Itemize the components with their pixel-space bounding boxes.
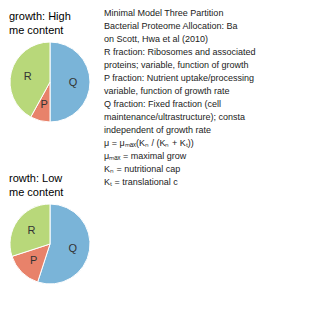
svg-text:me content: me content xyxy=(9,186,63,198)
svg-text:μₘₐₓ = maximal grow: μₘₐₓ = maximal grow xyxy=(104,151,187,161)
svg-text:Kₙ = nutritional cap: Kₙ = nutritional cap xyxy=(104,164,180,174)
svg-text:P: P xyxy=(30,254,37,266)
svg-text:Q fraction: Fixed fraction (ce: Q fraction: Fixed fraction (cell xyxy=(104,99,221,109)
svg-text:proteins; variable, function o: proteins; variable, function of growth xyxy=(104,60,249,70)
svg-text:Q: Q xyxy=(68,242,77,254)
svg-text:Bacterial Proteome Allocation:: Bacterial Proteome Allocation: Ba xyxy=(104,21,238,31)
svg-text:maintenance/ultrastructure); c: maintenance/ultrastructure); consta xyxy=(104,112,245,122)
svg-text:μ = μₘₐₓ(Kₙ / (Kₙ + Kₜ)): μ = μₘₐₓ(Kₙ / (Kₙ + Kₜ)) xyxy=(104,138,194,148)
svg-text:R: R xyxy=(24,70,32,82)
svg-text:P fraction: Nutrient uptake/pr: P fraction: Nutrient uptake/processing xyxy=(104,73,254,83)
svg-text:rowth: Low: rowth: Low xyxy=(9,172,62,184)
svg-text:Q: Q xyxy=(69,76,78,88)
svg-text:R fraction: Ribosomes and asso: R fraction: Ribosomes and associated xyxy=(104,47,256,57)
svg-text:Kₜ = translational c: Kₜ = translational c xyxy=(104,177,178,187)
svg-text:R: R xyxy=(27,224,35,236)
svg-text:on Scott, Hwa et al (2010): on Scott, Hwa et al (2010) xyxy=(104,34,208,44)
svg-text:independent of growth rate: independent of growth rate xyxy=(104,125,211,135)
svg-text:P: P xyxy=(41,98,48,110)
svg-text:Minimal Model Three Partition: Minimal Model Three Partition xyxy=(104,8,223,18)
svg-text:variable, function of growth r: variable, function of growth rate xyxy=(104,86,230,96)
svg-text:growth: High: growth: High xyxy=(9,10,71,22)
svg-text:me content: me content xyxy=(9,24,63,36)
